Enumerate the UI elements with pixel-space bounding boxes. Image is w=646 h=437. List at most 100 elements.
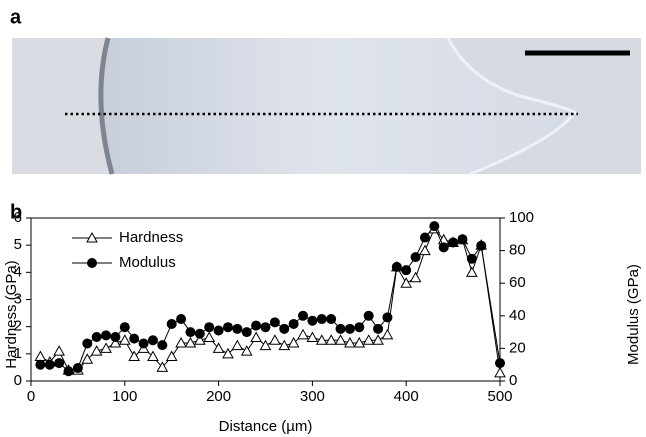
circle-marker <box>363 310 374 321</box>
triangle-marker <box>344 336 356 348</box>
legend-label: Hardness <box>119 229 183 246</box>
circle-marker <box>391 261 402 272</box>
triangle-marker <box>297 328 309 340</box>
triangle-marker <box>353 336 366 348</box>
legend-label: Modulus <box>119 254 176 271</box>
circle-marker <box>82 338 93 349</box>
circle-marker <box>476 240 487 251</box>
circle-marker <box>35 359 46 370</box>
circle-marker <box>382 312 393 323</box>
circle-marker <box>44 359 55 370</box>
circle-marker <box>241 327 252 338</box>
triangle-marker <box>494 366 506 378</box>
triangle-marker <box>128 350 141 362</box>
triangle-marker <box>240 345 253 356</box>
panel-label: b <box>10 201 22 223</box>
circle-marker <box>157 340 168 351</box>
triangle-marker <box>156 361 169 372</box>
circle-marker <box>222 322 233 333</box>
circle-marker <box>316 314 327 325</box>
triangle-marker <box>175 336 187 348</box>
x-tick-label: 500 <box>487 388 512 405</box>
y-tick-label: 6 <box>14 209 22 226</box>
x-axis-title: Distance (µm) <box>219 418 313 435</box>
circle-marker <box>110 331 121 342</box>
y-tick-label: 3 <box>14 290 22 307</box>
triangle-marker <box>147 350 159 362</box>
circle-marker <box>119 322 130 333</box>
circle-marker <box>91 331 102 342</box>
triangle-marker <box>269 334 281 345</box>
triangle-marker <box>306 331 319 343</box>
circle-marker <box>129 333 140 344</box>
triangle-marker <box>334 334 347 345</box>
x-tick-label: 300 <box>300 388 325 405</box>
triangle-marker <box>315 334 328 345</box>
triangle-marker <box>222 347 234 359</box>
triangle-marker <box>372 334 384 345</box>
y-axis-title: Hardness (GPa) <box>3 260 20 368</box>
y2-tick-label: 40 <box>509 307 526 324</box>
y2-tick-label: 100 <box>509 209 534 226</box>
circle-marker <box>429 221 440 232</box>
circle-marker <box>279 323 290 334</box>
circle-marker <box>101 330 112 341</box>
triangle-marker <box>362 334 375 345</box>
circle-marker <box>401 265 412 276</box>
triangle-marker <box>466 266 478 277</box>
circle-marker <box>72 362 83 373</box>
circle-marker <box>251 320 262 331</box>
y2-axis-title: Modulus (GPa) <box>625 264 642 365</box>
triangle-marker <box>203 331 216 343</box>
circle-marker <box>54 358 65 369</box>
circle-marker <box>288 318 299 329</box>
circle-marker <box>232 323 243 334</box>
circle-marker <box>354 322 365 333</box>
circle-marker <box>87 258 97 268</box>
triangle-marker <box>325 334 338 345</box>
y2-tick-label: 60 <box>509 274 526 291</box>
circle-marker <box>204 322 215 333</box>
triangle-marker <box>81 353 94 364</box>
y2-tick-label: 20 <box>509 339 526 356</box>
micrograph <box>12 37 641 176</box>
x-tick-label: 200 <box>206 388 231 405</box>
circle-marker <box>410 252 421 263</box>
triangle-marker <box>250 331 262 343</box>
circle-marker <box>176 314 187 325</box>
triangle-marker <box>34 350 47 362</box>
circle-marker <box>457 234 468 245</box>
circle-marker <box>419 232 430 243</box>
triangle-marker <box>259 339 272 351</box>
circle-marker <box>438 242 449 253</box>
triangle-marker <box>184 336 197 348</box>
triangle-marker <box>287 336 300 348</box>
y-tick-label: 2 <box>14 318 22 335</box>
circle-marker <box>373 323 384 334</box>
circle-marker <box>326 314 337 325</box>
triangle-marker <box>165 350 178 362</box>
circle-marker <box>466 253 477 264</box>
triangle-marker <box>100 342 112 353</box>
circle-marker <box>63 366 74 377</box>
circle-marker <box>448 237 459 248</box>
circle-marker <box>194 328 205 339</box>
circle-marker <box>307 315 318 326</box>
y-tick-label: 0 <box>14 372 22 389</box>
triangle-marker <box>231 339 244 351</box>
triangle-marker <box>419 244 431 256</box>
triangle-marker <box>109 336 122 348</box>
circle-marker <box>298 310 309 321</box>
triangle-marker <box>90 345 103 356</box>
triangle-marker <box>400 277 413 288</box>
triangle-marker <box>118 334 131 345</box>
triangle-marker <box>381 328 394 340</box>
triangle-marker <box>212 342 225 353</box>
y-tick-label: 5 <box>14 236 22 253</box>
triangle-marker <box>278 339 291 351</box>
y-tick-label: 1 <box>14 345 22 362</box>
circle-marker <box>335 323 346 334</box>
y2-tick-label: 0 <box>509 372 517 389</box>
circle-marker <box>185 327 196 338</box>
